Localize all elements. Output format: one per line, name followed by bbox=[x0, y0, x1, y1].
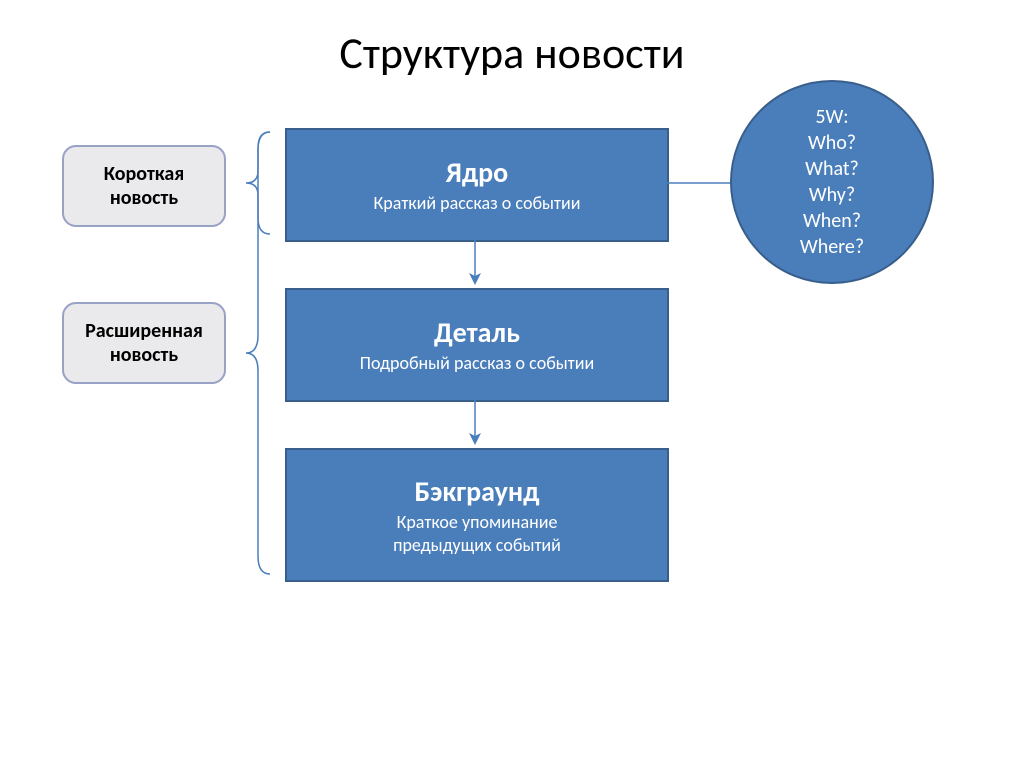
block-background-sub1: Краткое упоминание bbox=[397, 511, 558, 534]
block-core: Ядро Краткий рассказ о событии bbox=[285, 128, 669, 242]
circle-5w: 5W: Who? What? Why? When? Where? bbox=[730, 80, 934, 284]
side-box-short: Короткая новость bbox=[62, 145, 226, 227]
bracket-extended bbox=[246, 132, 270, 574]
bracket-short bbox=[246, 132, 270, 234]
circle-line3: What? bbox=[805, 156, 859, 182]
circle-line5: When? bbox=[803, 208, 861, 234]
block-background-title: Бэкграунд bbox=[415, 474, 540, 509]
circle-line1: 5W: bbox=[815, 104, 848, 130]
side-box-short-line2: новость bbox=[110, 186, 178, 210]
block-detail-title: Деталь bbox=[434, 315, 520, 350]
block-background-sub2: предыдущих событий bbox=[393, 534, 561, 557]
side-box-extended-line1: Расширенная bbox=[85, 319, 203, 343]
block-background: Бэкграунд Краткое упоминание предыдущих … bbox=[285, 448, 669, 582]
block-core-sub: Краткий рассказ о событии bbox=[374, 192, 581, 215]
circle-line2: Who? bbox=[808, 130, 856, 156]
block-detail-sub: Подробный рассказ о событии bbox=[360, 352, 594, 375]
block-detail: Деталь Подробный рассказ о событии bbox=[285, 288, 669, 402]
side-box-extended: Расширенная новость bbox=[62, 302, 226, 384]
side-box-extended-line2: новость bbox=[110, 343, 178, 367]
slide-title: Структура новости bbox=[0, 26, 1024, 80]
circle-line6: Where? bbox=[800, 234, 864, 260]
circle-line4: Why? bbox=[809, 182, 855, 208]
block-core-title: Ядро bbox=[446, 155, 508, 190]
side-box-short-line1: Короткая bbox=[104, 162, 184, 186]
slide: Структура новости Короткая новость Расши… bbox=[0, 0, 1024, 768]
